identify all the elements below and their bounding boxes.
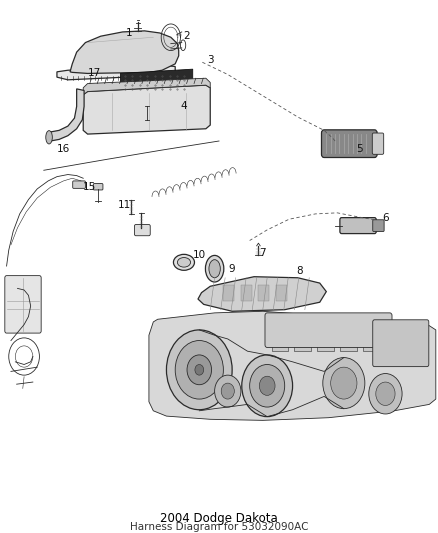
Circle shape	[195, 365, 204, 375]
Circle shape	[369, 374, 402, 414]
Polygon shape	[70, 31, 179, 74]
FancyBboxPatch shape	[321, 130, 377, 158]
FancyBboxPatch shape	[265, 313, 392, 348]
Circle shape	[187, 355, 212, 385]
Polygon shape	[120, 69, 193, 96]
Circle shape	[331, 367, 357, 399]
Circle shape	[242, 355, 293, 417]
Text: 11: 11	[118, 200, 131, 210]
Bar	[241, 285, 252, 301]
Polygon shape	[149, 311, 436, 421]
Circle shape	[175, 341, 223, 399]
Text: Harness Diagram for 53032090AC: Harness Diagram for 53032090AC	[130, 522, 308, 532]
Text: 16: 16	[57, 144, 70, 154]
Circle shape	[215, 375, 241, 407]
Ellipse shape	[209, 260, 220, 278]
Circle shape	[323, 358, 365, 409]
Polygon shape	[198, 277, 326, 311]
Circle shape	[259, 376, 275, 395]
Circle shape	[166, 330, 232, 410]
Bar	[317, 322, 334, 351]
Text: 2004 Dodge Dakota: 2004 Dodge Dakota	[160, 512, 278, 526]
Polygon shape	[83, 85, 210, 134]
Circle shape	[250, 365, 285, 407]
Text: 8: 8	[297, 266, 304, 277]
Polygon shape	[47, 89, 84, 141]
Ellipse shape	[205, 255, 224, 282]
Bar	[223, 285, 234, 301]
Ellipse shape	[46, 131, 53, 144]
FancyBboxPatch shape	[373, 220, 384, 231]
Polygon shape	[57, 65, 175, 80]
FancyBboxPatch shape	[373, 320, 429, 367]
Text: 15: 15	[83, 182, 96, 192]
Bar	[294, 322, 311, 351]
Bar	[276, 285, 287, 301]
FancyBboxPatch shape	[134, 224, 150, 236]
Text: 10: 10	[193, 251, 206, 261]
FancyBboxPatch shape	[340, 217, 376, 233]
FancyBboxPatch shape	[5, 276, 41, 333]
Ellipse shape	[173, 254, 194, 270]
Bar	[363, 322, 379, 351]
Text: 5: 5	[356, 144, 363, 154]
Circle shape	[221, 383, 234, 399]
Bar	[258, 285, 269, 301]
Text: 6: 6	[382, 213, 389, 223]
Text: 2: 2	[183, 31, 190, 41]
Circle shape	[376, 382, 395, 406]
Bar	[340, 322, 357, 351]
Text: 7: 7	[259, 248, 266, 258]
FancyBboxPatch shape	[372, 133, 384, 155]
Ellipse shape	[177, 257, 191, 267]
Text: 4: 4	[180, 101, 187, 111]
Text: 3: 3	[207, 54, 214, 64]
FancyBboxPatch shape	[73, 181, 85, 188]
Bar	[272, 322, 288, 351]
Text: 17: 17	[88, 68, 101, 78]
Text: 1: 1	[126, 28, 133, 38]
Polygon shape	[83, 78, 210, 95]
FancyBboxPatch shape	[93, 183, 103, 190]
Text: 9: 9	[229, 264, 236, 274]
